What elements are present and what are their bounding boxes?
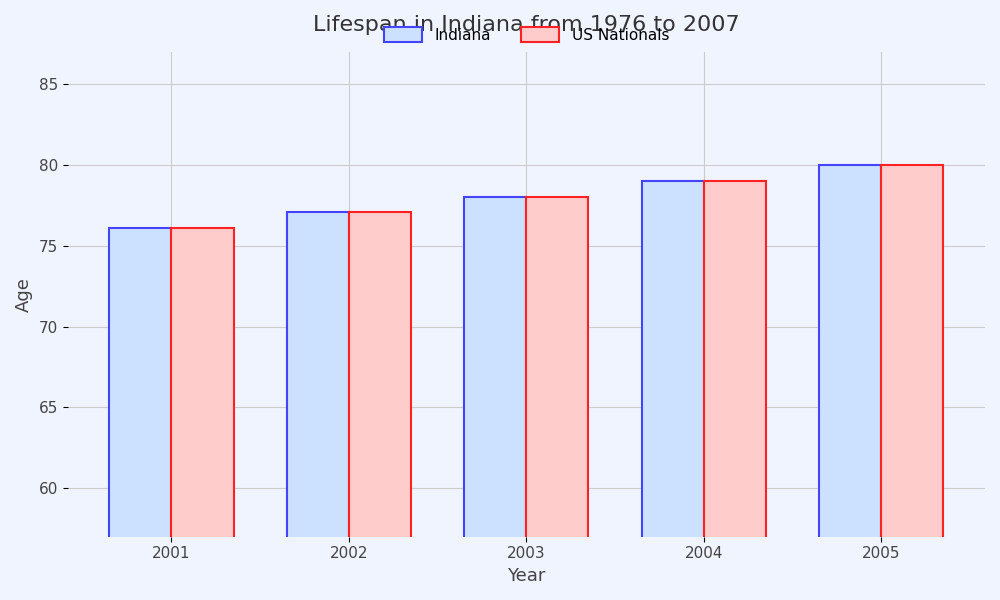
X-axis label: Year: Year [507,567,546,585]
Bar [819,165,881,600]
Bar [109,228,171,600]
Bar [171,228,234,600]
Bar [881,165,943,600]
Legend: Indiana, US Nationals: Indiana, US Nationals [378,20,675,49]
Y-axis label: Age: Age [15,277,33,312]
Bar [704,181,766,600]
Bar [349,212,411,600]
Bar [464,197,526,600]
Title: Lifespan in Indiana from 1976 to 2007: Lifespan in Indiana from 1976 to 2007 [313,15,740,35]
Bar [642,181,704,600]
Bar [287,212,349,600]
Bar [526,197,588,600]
